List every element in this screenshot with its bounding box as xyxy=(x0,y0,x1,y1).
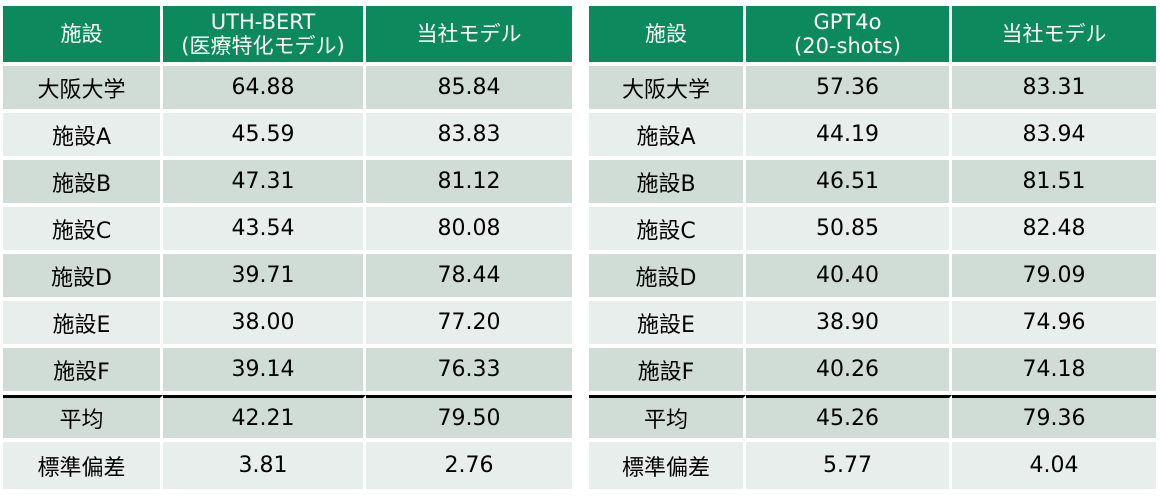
mean-row: 平均 42.21 79.50 xyxy=(3,395,572,442)
our-score-cell: 82.48 xyxy=(952,207,1156,254)
our-score-cell: 79.09 xyxy=(952,254,1156,301)
sd-baseline-cell: 3.81 xyxy=(163,442,366,489)
mean-ours-cell: 79.50 xyxy=(366,395,572,442)
table-row: 施設C 43.54 80.08 xyxy=(3,207,572,254)
our-score-cell: 80.08 xyxy=(366,207,572,254)
facility-cell: 施設E xyxy=(3,301,163,348)
table-row: 施設E 38.90 74.96 xyxy=(589,301,1156,348)
facility-cell: 施設F xyxy=(589,348,746,395)
our-score-cell: 74.18 xyxy=(952,348,1156,395)
facility-cell: 施設C xyxy=(589,207,746,254)
baseline-score-cell: 40.40 xyxy=(746,254,952,301)
table-row: 施設C 50.85 82.48 xyxy=(589,207,1156,254)
facility-cell: 施設F xyxy=(3,348,163,395)
table-row: 施設B 46.51 81.51 xyxy=(589,160,1156,207)
our-score-cell: 83.94 xyxy=(952,113,1156,160)
facility-cell: 施設B xyxy=(3,160,163,207)
baseline-score-cell: 46.51 xyxy=(746,160,952,207)
header-our-model: 当社モデル xyxy=(366,6,572,66)
our-score-cell: 81.51 xyxy=(952,160,1156,207)
facility-cell: 施設B xyxy=(589,160,746,207)
table-row: 施設E 38.00 77.20 xyxy=(3,301,572,348)
header-facility: 施設 xyxy=(589,6,746,66)
header-our-model: 当社モデル xyxy=(952,6,1156,66)
facility-cell: 施設A xyxy=(589,113,746,160)
header-baseline-name: UTH-BERT xyxy=(210,10,316,34)
header-baseline-note: (20-shots) xyxy=(794,34,901,58)
our-score-cell: 76.33 xyxy=(366,348,572,395)
baseline-score-cell: 44.19 xyxy=(746,113,952,160)
our-score-cell: 77.20 xyxy=(366,301,572,348)
mean-baseline-cell: 42.21 xyxy=(163,395,366,442)
mean-ours-cell: 79.36 xyxy=(952,395,1156,442)
comparison-table-uth-bert: 施設 UTH-BERT (医療特化モデル) 当社モデル 大阪大学 64.88 8… xyxy=(3,6,572,489)
facility-cell: 大阪大学 xyxy=(589,66,746,113)
header-baseline-note: (医療特化モデル) xyxy=(181,34,345,58)
table-row: 施設D 39.71 78.44 xyxy=(3,254,572,301)
header-baseline-model: GPT4o (20-shots) xyxy=(746,6,952,66)
our-score-cell: 83.83 xyxy=(366,113,572,160)
mean-label: 平均 xyxy=(589,395,746,442)
sd-label: 標準偏差 xyxy=(3,442,163,489)
header-baseline-model: UTH-BERT (医療特化モデル) xyxy=(163,6,366,66)
facility-cell: 大阪大学 xyxy=(3,66,163,113)
sd-row: 標準偏差 3.81 2.76 xyxy=(3,442,572,489)
our-score-cell: 78.44 xyxy=(366,254,572,301)
sd-ours-cell: 2.76 xyxy=(366,442,572,489)
sd-label: 標準偏差 xyxy=(589,442,746,489)
facility-cell: 施設A xyxy=(3,113,163,160)
baseline-score-cell: 50.85 xyxy=(746,207,952,254)
header-baseline-name: GPT4o xyxy=(813,10,882,34)
facility-cell: 施設C xyxy=(3,207,163,254)
baseline-score-cell: 38.90 xyxy=(746,301,952,348)
header-row: 施設 GPT4o (20-shots) 当社モデル xyxy=(589,6,1156,66)
mean-baseline-cell: 45.26 xyxy=(746,395,952,442)
table-row: 施設A 45.59 83.83 xyxy=(3,113,572,160)
comparison-table-gpt4o: 施設 GPT4o (20-shots) 当社モデル 大阪大学 57.36 83.… xyxy=(589,6,1156,489)
our-score-cell: 85.84 xyxy=(366,66,572,113)
our-score-cell: 83.31 xyxy=(952,66,1156,113)
baseline-score-cell: 43.54 xyxy=(163,207,366,254)
sd-ours-cell: 4.04 xyxy=(952,442,1156,489)
our-score-cell: 81.12 xyxy=(366,160,572,207)
sd-row: 標準偏差 5.77 4.04 xyxy=(589,442,1156,489)
baseline-score-cell: 40.26 xyxy=(746,348,952,395)
table-row: 施設F 40.26 74.18 xyxy=(589,348,1156,395)
header-facility: 施設 xyxy=(3,6,163,66)
table-row: 施設A 44.19 83.94 xyxy=(589,113,1156,160)
baseline-score-cell: 39.71 xyxy=(163,254,366,301)
baseline-score-cell: 57.36 xyxy=(746,66,952,113)
sd-baseline-cell: 5.77 xyxy=(746,442,952,489)
table-row: 大阪大学 64.88 85.84 xyxy=(3,66,572,113)
table-row: 大阪大学 57.36 83.31 xyxy=(589,66,1156,113)
baseline-score-cell: 47.31 xyxy=(163,160,366,207)
baseline-score-cell: 45.59 xyxy=(163,113,366,160)
baseline-score-cell: 39.14 xyxy=(163,348,366,395)
table-row: 施設B 47.31 81.12 xyxy=(3,160,572,207)
table-row: 施設F 39.14 76.33 xyxy=(3,348,572,395)
facility-cell: 施設E xyxy=(589,301,746,348)
facility-cell: 施設D xyxy=(589,254,746,301)
mean-label: 平均 xyxy=(3,395,163,442)
our-score-cell: 74.96 xyxy=(952,301,1156,348)
facility-cell: 施設D xyxy=(3,254,163,301)
header-row: 施設 UTH-BERT (医療特化モデル) 当社モデル xyxy=(3,6,572,66)
baseline-score-cell: 64.88 xyxy=(163,66,366,113)
table-row: 施設D 40.40 79.09 xyxy=(589,254,1156,301)
baseline-score-cell: 38.00 xyxy=(163,301,366,348)
mean-row: 平均 45.26 79.36 xyxy=(589,395,1156,442)
